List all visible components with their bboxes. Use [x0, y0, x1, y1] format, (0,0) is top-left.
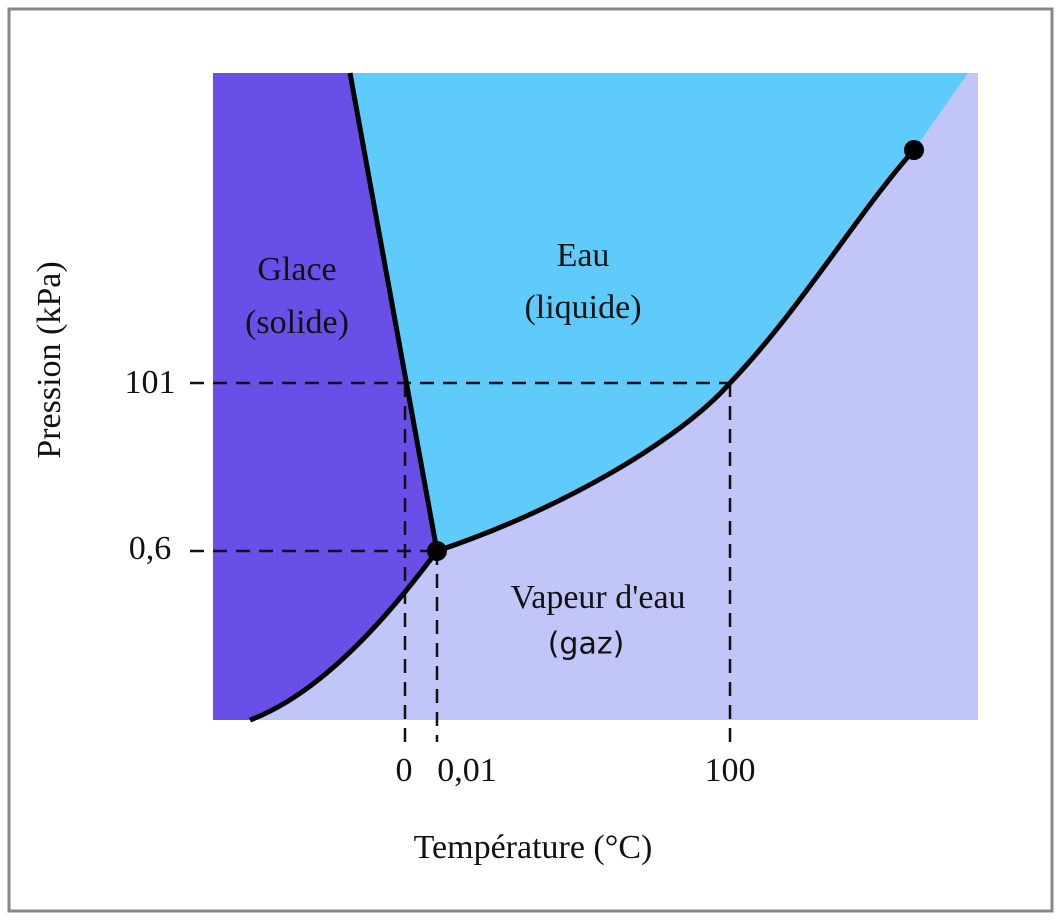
- y-tick-label: 0,6: [129, 530, 172, 567]
- vaporization-curve: [436, 148, 916, 554]
- x-tick-label: 0,01: [437, 752, 497, 789]
- liquid-region: [350, 73, 968, 551]
- region-label: Eau: [557, 237, 610, 274]
- region-label: Glace: [257, 251, 336, 288]
- critical-point: [904, 140, 924, 160]
- y-tick-label: 101: [125, 364, 176, 401]
- triple-point: [427, 541, 447, 561]
- region-label: (liquide): [524, 289, 641, 326]
- x-tick-label: 0: [396, 752, 413, 789]
- sublimation-curve: [249, 549, 439, 723]
- guides: [190, 381, 732, 742]
- fusion-curve: [347, 72, 440, 552]
- region-label: (gaz): [548, 627, 625, 662]
- x-axis-title: Température (°C): [414, 829, 653, 866]
- region-label: (solide): [245, 304, 349, 341]
- solid-region: [213, 73, 437, 720]
- y-axis-title: Pression (kPa): [31, 261, 68, 458]
- region-label: Vapeur d'eau: [510, 579, 685, 616]
- x-tick-label: 100: [705, 752, 756, 789]
